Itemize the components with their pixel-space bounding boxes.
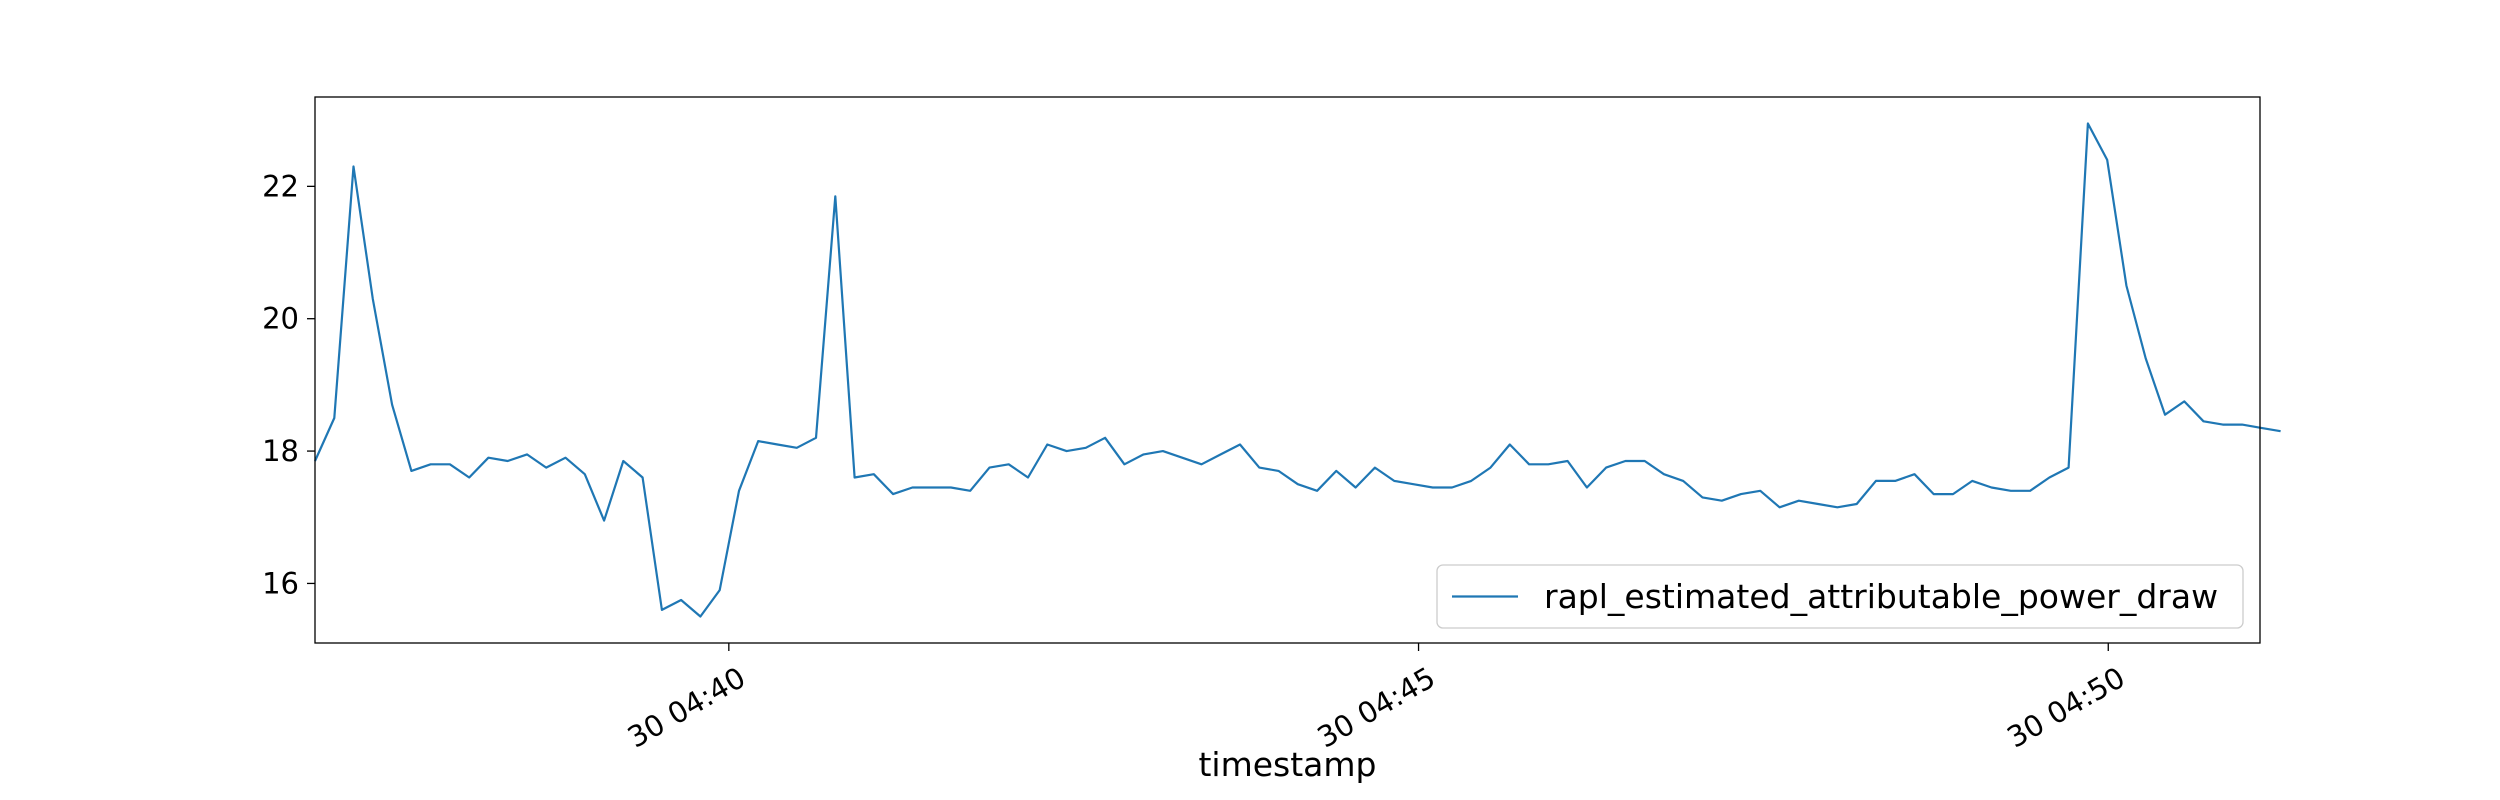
legend: rapl_estimated_attributable_power_draw <box>1436 564 2244 629</box>
y-tick-label: 16 <box>262 566 299 600</box>
series-line <box>313 122 2281 618</box>
plot-area <box>313 96 2281 644</box>
y-axis: 16 18 20 22 <box>262 169 315 600</box>
plot-frame <box>314 96 2261 644</box>
y-tick-label: 22 <box>262 169 299 203</box>
legend-label: rapl_estimated_attributable_power_draw <box>1544 577 2218 616</box>
y-tick-label: 20 <box>262 302 299 336</box>
legend-box <box>1436 564 2244 629</box>
y-tick-label: 18 <box>262 434 299 468</box>
x-axis-label: timestamp <box>1198 745 1376 784</box>
